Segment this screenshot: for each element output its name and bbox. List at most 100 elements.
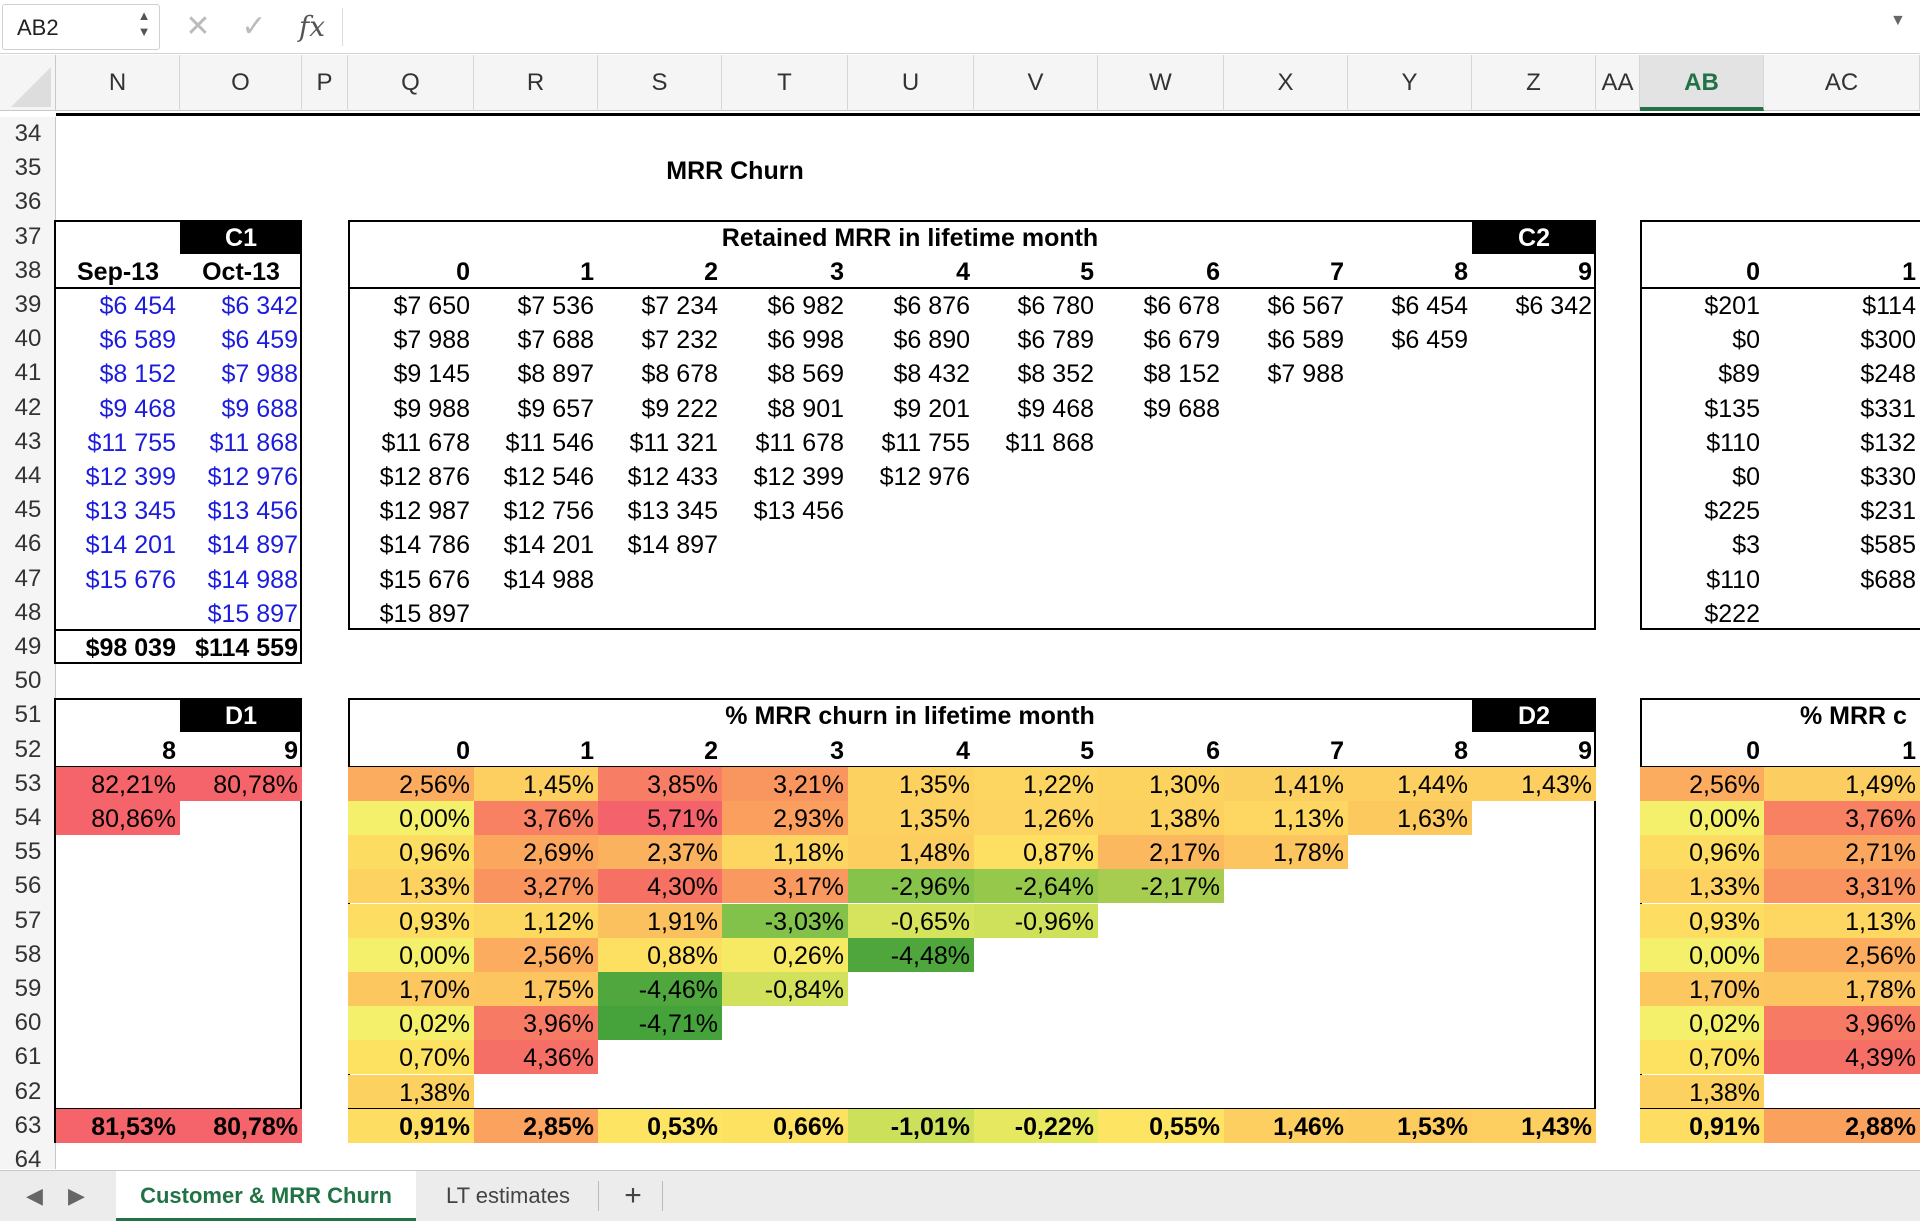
d2-value[interactable]: 2,17% xyxy=(1098,835,1224,870)
c2-value[interactable]: $8 352 xyxy=(1017,360,1094,389)
d2-value[interactable]: 2,56% xyxy=(474,937,598,972)
c2-value[interactable]: $12 987 xyxy=(379,497,470,526)
d2-header[interactable]: 5 xyxy=(1080,736,1094,765)
d2-value[interactable]: -4,48% xyxy=(848,937,974,972)
d2-value[interactable]: 2,93% xyxy=(722,801,848,835)
d2-value[interactable]: 0,70% xyxy=(348,1040,474,1075)
next-sheet-icon[interactable]: ▶ xyxy=(68,1183,85,1208)
d2-value[interactable]: 3,76% xyxy=(474,801,598,835)
d2-value[interactable]: 2,69% xyxy=(474,835,598,870)
d3-value[interactable]: 1,70% xyxy=(1640,972,1764,1006)
d3-header[interactable]: 0 xyxy=(1746,736,1760,765)
d3-value[interactable]: 3,76% xyxy=(1764,801,1920,835)
d3-value[interactable]: 1,33% xyxy=(1640,869,1764,904)
row-header-52[interactable]: 52 xyxy=(14,735,42,763)
c3-value[interactable]: $225 xyxy=(1704,497,1760,526)
row-header-58[interactable]: 58 xyxy=(14,940,42,968)
c2-header[interactable]: 8 xyxy=(1454,257,1468,286)
c1-value[interactable]: $12 399 xyxy=(85,463,176,491)
d2-total[interactable]: 0,53% xyxy=(598,1108,722,1143)
row-header-61[interactable]: 61 xyxy=(14,1043,42,1071)
column-header-n[interactable]: N xyxy=(56,55,180,111)
d3-value[interactable]: 0,02% xyxy=(1640,1006,1764,1041)
d2-value[interactable]: 1,44% xyxy=(1348,766,1472,801)
c2-value[interactable]: $9 201 xyxy=(893,394,970,423)
c1-value[interactable]: $6 454 xyxy=(99,292,176,320)
c3-value[interactable]: $222 xyxy=(1704,599,1760,628)
c2-value[interactable]: $12 433 xyxy=(627,463,718,491)
c3-header[interactable]: 1 xyxy=(1902,257,1916,286)
c2-value[interactable]: $6 982 xyxy=(767,292,844,320)
d2-value[interactable]: 0,93% xyxy=(348,903,474,938)
add-sheet-button[interactable]: + xyxy=(624,1179,642,1212)
c2-header[interactable]: 1 xyxy=(580,257,594,286)
d2-total[interactable]: -0,22% xyxy=(974,1108,1098,1143)
d2-value[interactable]: 1,33% xyxy=(348,869,474,904)
c2-value[interactable]: $12 399 xyxy=(753,463,844,491)
d2-total[interactable]: 0,66% xyxy=(722,1108,848,1143)
tab-lt-estimates[interactable]: LT estimates xyxy=(446,1183,570,1208)
d2-value[interactable]: 1,22% xyxy=(974,766,1098,801)
c2-value[interactable]: $7 988 xyxy=(1267,360,1344,389)
row-header-50[interactable]: 50 xyxy=(14,667,42,695)
c2-value[interactable]: $12 976 xyxy=(879,463,970,491)
c2-value[interactable]: $9 988 xyxy=(393,394,470,423)
row-header-60[interactable]: 60 xyxy=(14,1009,42,1037)
d2-value[interactable]: 1,35% xyxy=(848,801,974,835)
c2-header[interactable]: 6 xyxy=(1206,257,1220,286)
d2-total[interactable]: 0,91% xyxy=(348,1108,474,1143)
row-header-41[interactable]: 41 xyxy=(14,359,42,387)
d3-value[interactable]: 3,96% xyxy=(1764,1006,1920,1041)
d2-value[interactable]: 1,38% xyxy=(1098,801,1224,835)
d2-value[interactable]: -0,84% xyxy=(722,972,848,1006)
d2-value[interactable]: 1,43% xyxy=(1472,766,1596,801)
d3-value[interactable]: 2,71% xyxy=(1764,835,1920,870)
column-header-t[interactable]: T xyxy=(722,55,848,111)
d2-header[interactable]: 2 xyxy=(704,736,718,765)
column-header-z[interactable]: Z xyxy=(1472,55,1596,111)
c3-value[interactable]: $201 xyxy=(1704,292,1760,320)
d2-header[interactable]: 4 xyxy=(956,736,970,765)
c2-value[interactable]: $13 345 xyxy=(627,497,718,526)
d2-value[interactable]: 2,56% xyxy=(348,766,474,801)
c2-value[interactable]: $8 432 xyxy=(893,360,970,389)
c1-value[interactable]: $11 868 xyxy=(209,428,298,457)
c1-header[interactable]: Oct-13 xyxy=(202,257,280,286)
d2-value[interactable]: 1,75% xyxy=(474,972,598,1006)
sheet-title[interactable]: MRR Churn xyxy=(666,157,804,185)
c2-value[interactable]: $15 897 xyxy=(379,599,470,628)
c2-value[interactable]: $11 678 xyxy=(381,428,470,457)
d1-tag[interactable]: D1 xyxy=(180,698,302,733)
d2-value[interactable]: 1,12% xyxy=(474,903,598,938)
d2-value[interactable]: -2,96% xyxy=(848,869,974,904)
row-header-55[interactable]: 55 xyxy=(14,838,42,866)
c2-value[interactable]: $7 650 xyxy=(393,292,470,320)
c2-value[interactable]: $6 454 xyxy=(1391,292,1468,320)
d2-total[interactable]: 0,55% xyxy=(1098,1108,1224,1143)
d2-value[interactable]: 0,96% xyxy=(348,835,474,870)
d2-header[interactable]: 6 xyxy=(1206,736,1220,765)
c2-header[interactable]: 9 xyxy=(1578,257,1592,286)
d3-value[interactable]: 1,78% xyxy=(1764,972,1920,1006)
d3-value[interactable]: 2,56% xyxy=(1640,766,1764,801)
c2-header[interactable]: 0 xyxy=(456,257,470,286)
d2-value[interactable]: 1,63% xyxy=(1348,801,1472,835)
c2-value[interactable]: $6 679 xyxy=(1143,326,1220,355)
c2-header[interactable]: 5 xyxy=(1080,257,1094,286)
d2-value[interactable]: -0,96% xyxy=(974,903,1098,938)
c2-value[interactable]: $9 468 xyxy=(1017,394,1094,423)
c2-value[interactable]: $11 678 xyxy=(755,428,844,457)
column-header-p[interactable]: P xyxy=(302,55,348,111)
d2-value[interactable]: -4,46% xyxy=(598,972,722,1006)
c2-value[interactable]: $8 152 xyxy=(1143,360,1220,389)
c2-value[interactable]: $12 546 xyxy=(503,463,594,491)
d2-value[interactable]: 3,85% xyxy=(598,766,722,801)
row-header-56[interactable]: 56 xyxy=(14,872,42,900)
d2-value[interactable]: 3,27% xyxy=(474,869,598,904)
c1-total[interactable]: $114 559 xyxy=(195,634,298,662)
c2-value[interactable]: $7 536 xyxy=(517,292,594,320)
column-header-r[interactable]: R xyxy=(474,55,598,111)
d2-value[interactable]: 2,37% xyxy=(598,835,722,870)
c2-value[interactable]: $6 678 xyxy=(1143,292,1220,320)
d1-header[interactable]: 9 xyxy=(284,736,298,765)
